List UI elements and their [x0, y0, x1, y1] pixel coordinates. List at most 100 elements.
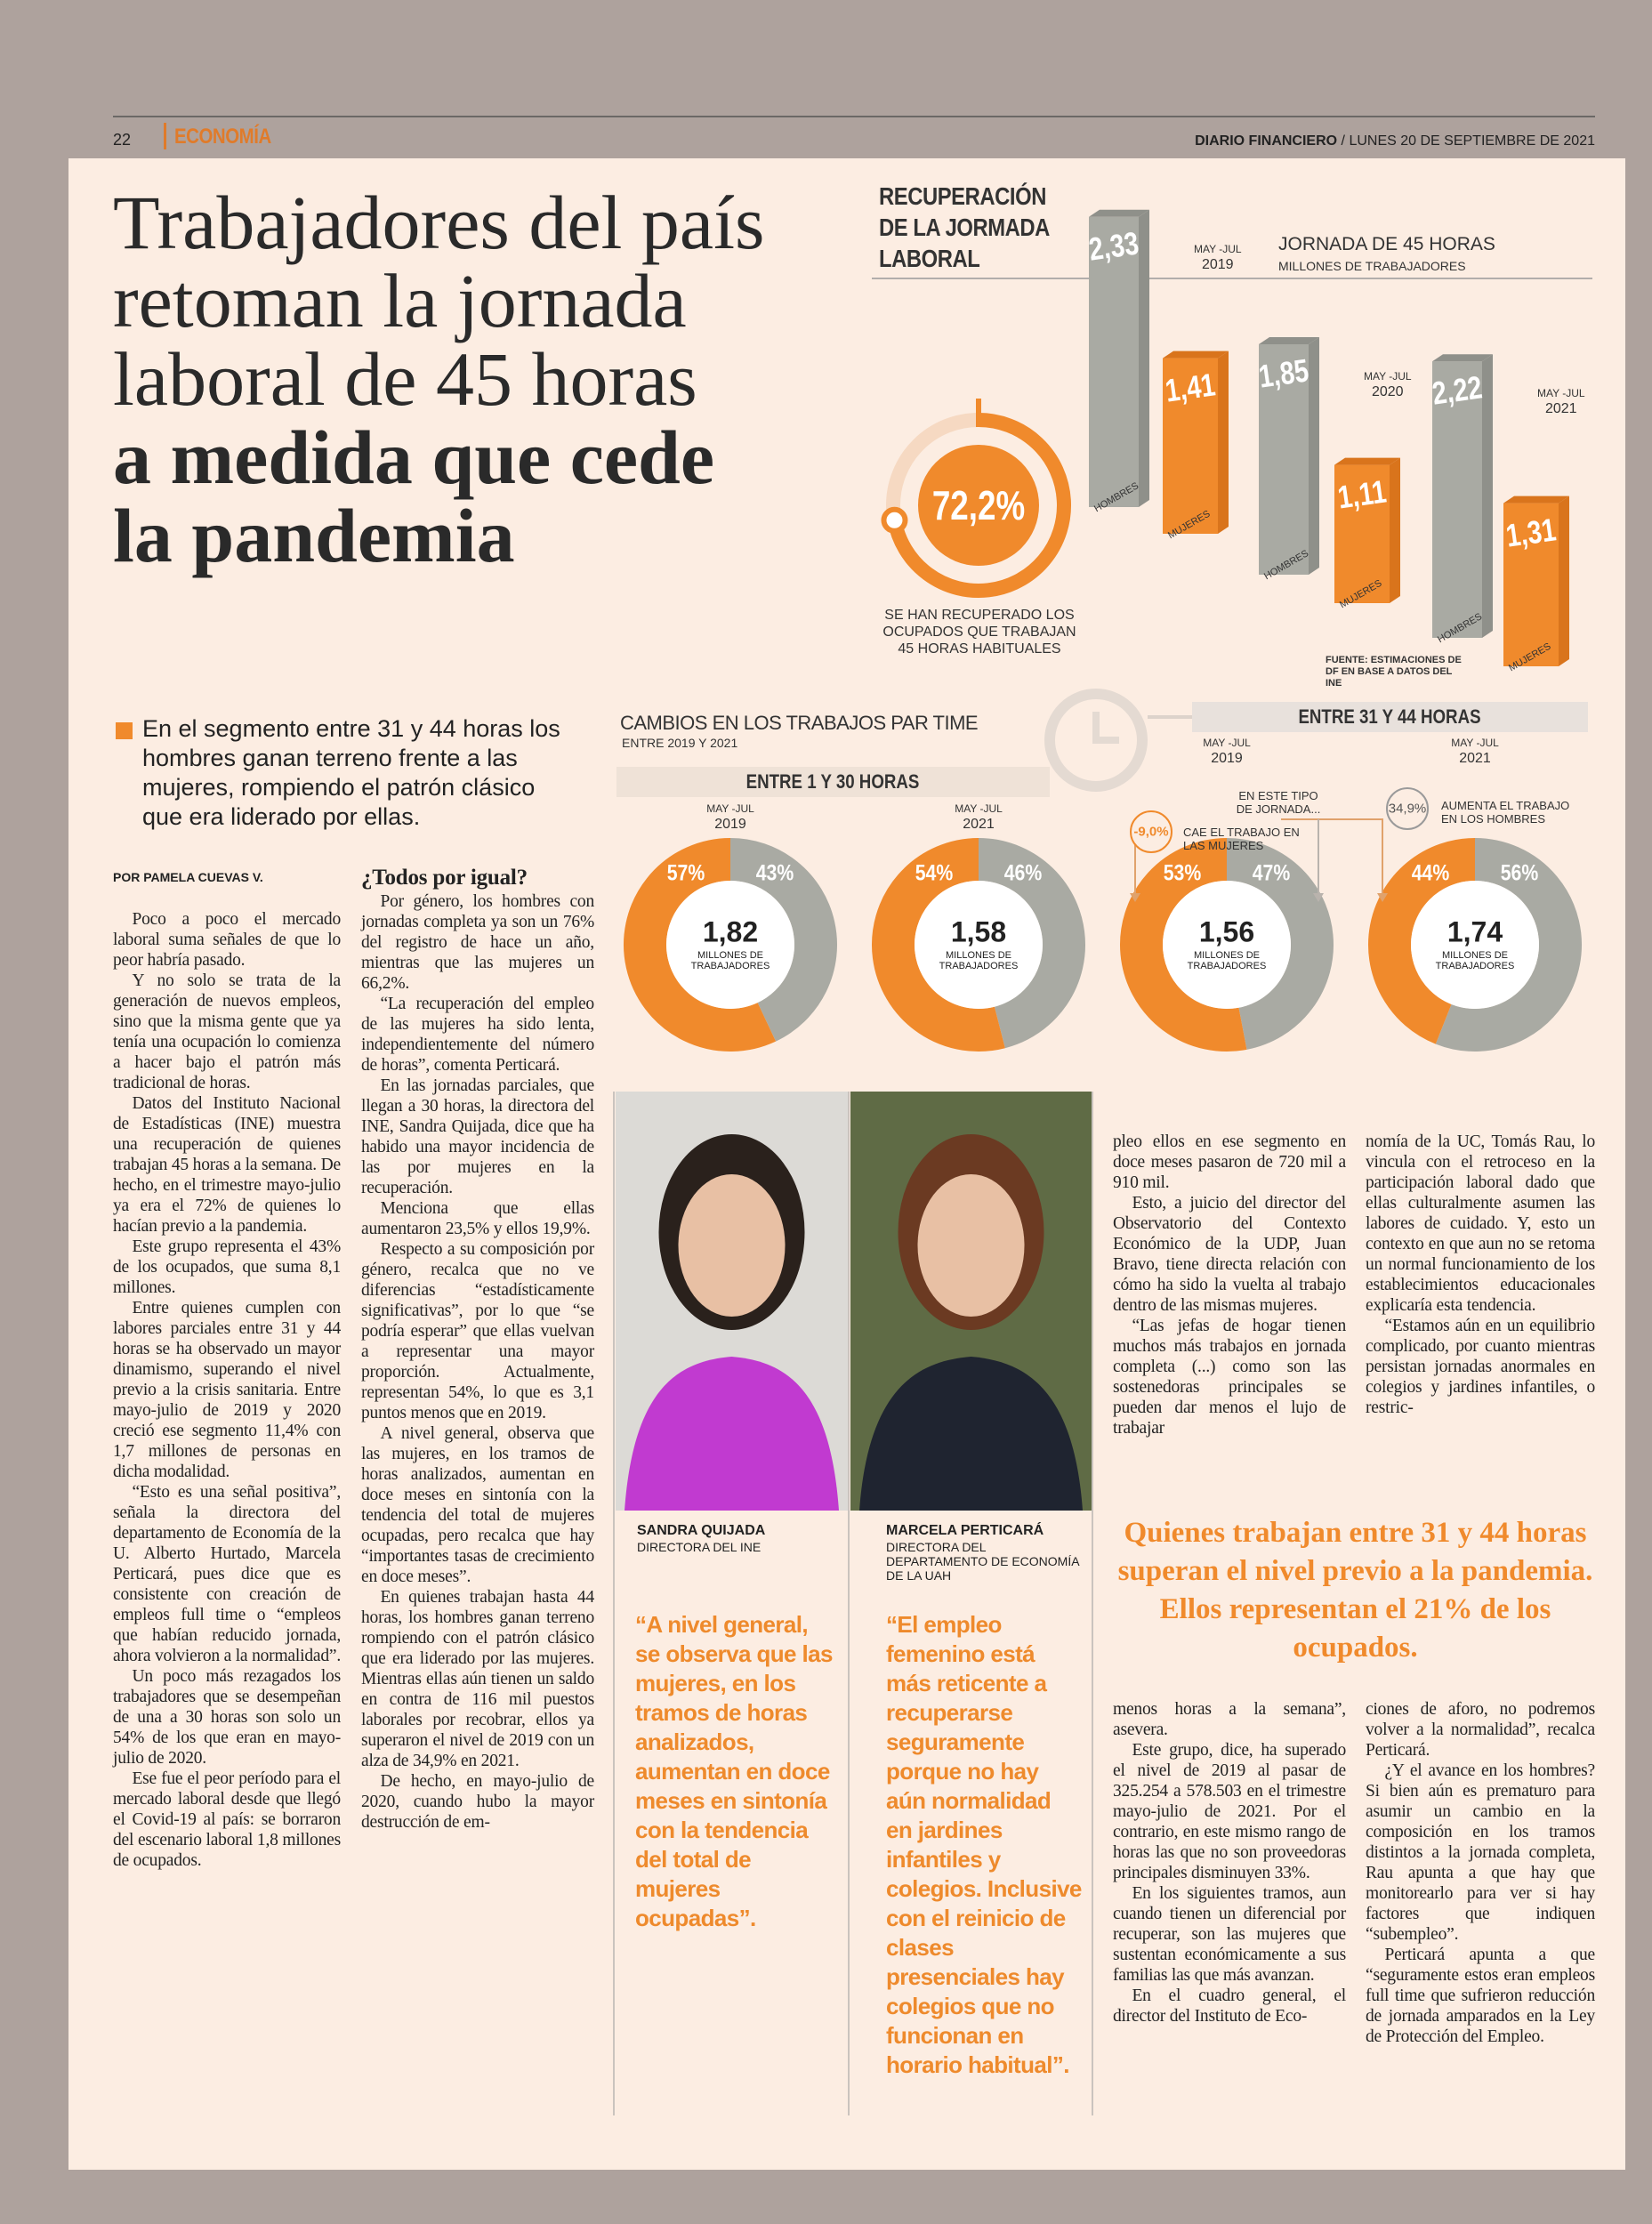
photo-role: DIRECTORA DEL DEPARTAMENTO DE ECONOMÍA D…: [886, 1540, 1079, 1583]
donut-center: [1163, 881, 1291, 1009]
bar-value: 1,41: [1163, 365, 1218, 409]
donut-women: [624, 838, 777, 1052]
photo-body: [625, 1357, 839, 1511]
publication-line: DIARIO FINANCIERO / LUNES 20 DE SEPTIEMB…: [1195, 133, 1595, 149]
section-name: ECONOMÍA: [174, 125, 271, 149]
headline: Trabajadores del país retoman la jornada l…: [113, 183, 764, 575]
bar: [1259, 344, 1309, 575]
donut-label: 53%: [1163, 860, 1202, 886]
recovery-arc: [887, 413, 1071, 598]
title-line: RECUPERACIÓN: [879, 182, 1046, 210]
period: MAY -JUL: [1364, 370, 1412, 383]
donut-total: 1,82: [702, 915, 759, 948]
bar-top: [1089, 209, 1149, 217]
donut-total: 1,58: [950, 915, 1007, 948]
paragraph: En el cuadro general, el director del In…: [1113, 1986, 1346, 2026]
period: MAY -JUL: [706, 802, 754, 815]
paragraph: Datos del Instituto Nacional de Estadíst…: [113, 1094, 341, 1236]
paragraph: “Estamos aún en un equilibrio complicado…: [1366, 1317, 1595, 1417]
bar: [1163, 358, 1218, 534]
paragraph: Ese fue el peor período para el mercado …: [113, 1769, 341, 1870]
recovery-value: 72,2%: [931, 482, 1026, 528]
bar: [1432, 361, 1482, 638]
annotation: EN ESTE TIPO DE JORNADA...: [1236, 789, 1321, 816]
paragraph: pleo ellos en ese segmento en doce meses…: [1113, 1132, 1346, 1192]
bar-side: [1218, 351, 1229, 534]
byline: POR PAMELA CUEVAS V.: [113, 870, 263, 884]
section-marker: [164, 123, 166, 149]
recovery-disc: [918, 445, 1039, 566]
paragraph: Este grupo, dice, ha superado el nivel d…: [1113, 1741, 1346, 1882]
donut-men: [1435, 838, 1582, 1052]
chart-subtitle: MILLONES DE TRABAJADORES: [1278, 259, 1466, 273]
bar-top: [1163, 351, 1229, 359]
photo-body: [859, 1357, 1083, 1511]
recovery-caption: SE HAN RECUPERADO LOS OCUPADOS QUE TRABA…: [882, 608, 1076, 657]
donut-men: [978, 838, 1085, 1049]
lead-text: En el segmento entre 31 y 44 horas los h…: [142, 715, 560, 830]
headline-line: laboral de 45 horas: [113, 336, 697, 422]
bar-side: [1139, 209, 1149, 508]
paragraph: Respecto a su composición por género, re…: [361, 1240, 594, 1422]
photo-name: SANDRA QUIJADA: [637, 1523, 766, 1538]
paragraph: Poco a poco el mercado laboral suma seña…: [113, 910, 341, 970]
change-value: 34,9%: [1388, 801, 1427, 817]
lead-bullet: [116, 722, 133, 739]
bar-value: 1,11: [1335, 472, 1389, 516]
year: 2020: [1371, 384, 1404, 399]
period-label: MAY -JUL 2021: [955, 801, 1003, 833]
paragraph: “La recuperación del empleo de las mujer…: [361, 995, 594, 1075]
paragraph: ¿Y el avance en los hombres? Si bien aún…: [1366, 1761, 1595, 1944]
paragraph: Esto, a juicio del director del Observat…: [1113, 1194, 1346, 1315]
donut-label: 57%: [666, 860, 705, 886]
donut-label: 56%: [1500, 860, 1539, 886]
donut-men: [1226, 838, 1334, 1050]
text-column: nomía de la UC, Tomás Rau, lo vincula co…: [1366, 1132, 1595, 1418]
bar-top: [1503, 496, 1569, 504]
paragraph: “Las jefas de hogar tienen muchos más tr…: [1113, 1317, 1346, 1438]
pull-quote: Quienes trabajan entre 31 y 44 horas sup…: [1117, 1517, 1593, 1664]
subhead: ¿Todos por igual?: [361, 866, 528, 890]
change-value: -9,0%: [1133, 824, 1169, 840]
paragraph: Entre quienes cumplen con labores parcia…: [113, 1299, 341, 1481]
paragraph: Menciona que ellas aumentaron 23,5% y el…: [361, 1199, 594, 1238]
change-text: CAE EL TRABAJO EN LAS MUJERES: [1183, 826, 1300, 852]
paragraph: “Esto es una señal positiva”, señala la …: [113, 1483, 342, 1665]
year: 2019: [1201, 256, 1234, 272]
period-label: MAY -JUL 2020: [1364, 369, 1412, 399]
period-label: MAY -JUL 2019: [1203, 735, 1251, 767]
paragraph: A nivel general, observa que las mujeres…: [361, 1424, 594, 1586]
period-label: MAY -JUL 2019: [1194, 242, 1242, 272]
donut-women: [1120, 838, 1247, 1052]
headline-line: retoman la jornada: [113, 258, 687, 343]
headline-line: a medida que cede: [113, 415, 715, 500]
donut-label: 44%: [1411, 860, 1450, 886]
period: MAY -JUL: [955, 802, 1003, 815]
infographic-subtitle: ENTRE 2019 Y 2021: [622, 736, 738, 750]
change-badge: [1130, 810, 1173, 853]
donut-women: [1368, 838, 1476, 1044]
bar-side: [1482, 354, 1493, 638]
chart-title: JORNADA DE 45 HORAS: [1278, 234, 1495, 254]
period-label: MAY -JUL 2021: [1451, 735, 1499, 767]
quote: “A nivel general, se observa que las muj…: [635, 1611, 833, 1931]
bar-value: 2,22: [1430, 368, 1485, 412]
period: MAY -JUL: [1451, 737, 1499, 749]
change-text: AUMENTA EL TRABAJO EN LOS HOMBRES: [1441, 799, 1570, 826]
paragraph: nomía de la UC, Tomás Rau, lo vincula co…: [1366, 1132, 1595, 1315]
donut-unit: MILLONES DE TRABAJADORES: [1187, 950, 1267, 971]
donut-total: 1,74: [1447, 915, 1503, 948]
donut-label: 46%: [1003, 860, 1043, 886]
donut-unit: MILLONES DE TRABAJADORES: [690, 950, 770, 971]
change-badge: [1386, 787, 1429, 830]
bar-side: [1309, 337, 1319, 575]
clock-hands: [1092, 712, 1119, 744]
paragraph: En quienes trabajan hasta 44 horas, los …: [361, 1588, 594, 1770]
bar-top: [1259, 337, 1319, 344]
photo-face: [917, 1174, 1025, 1317]
source-note: FUENTE: ESTIMACIONES DE DF EN BASE A DAT…: [1326, 655, 1462, 689]
title-line: LABORAL: [879, 245, 980, 272]
donut-center: [915, 881, 1043, 1009]
year: 2019: [1211, 751, 1243, 766]
